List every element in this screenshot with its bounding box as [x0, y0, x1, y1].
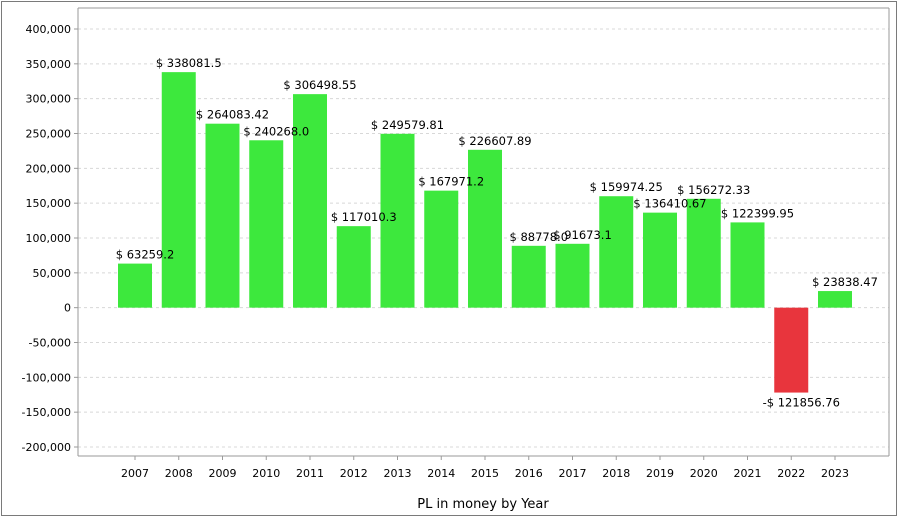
data-label: $ 91673.1: [553, 228, 612, 242]
x-tick-label: 2012: [340, 467, 368, 480]
bar: [818, 291, 852, 308]
x-tick-label: 2014: [427, 467, 455, 480]
bar: [161, 72, 196, 308]
bar: [643, 212, 677, 308]
x-tick-label: 2019: [646, 467, 674, 480]
y-tick-label: 300,000: [26, 93, 72, 106]
x-tick-label: 2022: [777, 467, 805, 480]
y-tick-label: 400,000: [26, 23, 72, 36]
y-tick-label: -100,000: [22, 371, 71, 384]
y-tick-label: 350,000: [26, 58, 72, 71]
data-label: $ 88778.0: [509, 230, 568, 244]
y-tick-label: 50,000: [33, 267, 72, 280]
bar: [468, 149, 502, 308]
y-tick-labels: 400,000 350,000 300,000 250,000 200,000 150,0…: [22, 23, 78, 454]
bar: [380, 133, 415, 308]
x-tick-label: 2023: [821, 467, 849, 480]
y-tick-label: -50,000: [29, 337, 71, 350]
y-tick-label: -150,000: [22, 406, 71, 419]
data-label: $ 63259.2: [116, 248, 175, 262]
y-tick-label: 200,000: [26, 162, 72, 175]
data-label: $ 306498.55: [283, 78, 356, 92]
data-labels: $ 63259.2 $ 338081.5 $ 264083.42 $ 240268.0…: [116, 56, 878, 409]
x-tick-label: 2015: [471, 467, 499, 480]
bar: [599, 196, 634, 308]
data-label: $ 167971.2: [418, 175, 484, 189]
data-label: $ 264083.42: [196, 108, 269, 122]
x-tick-label: 2007: [121, 467, 149, 480]
data-label: $ 136410.67: [633, 197, 706, 211]
data-label: $ 240268.0: [243, 124, 309, 138]
x-tick-label: 2009: [209, 467, 237, 480]
data-label: $ 338081.5: [156, 56, 222, 70]
bar: [205, 123, 240, 308]
y-tick-label: -200,000: [22, 441, 71, 454]
x-tick-label: 2011: [296, 467, 324, 480]
x-tick-label: 2010: [252, 467, 280, 480]
data-label: $ 117010.3: [331, 210, 397, 224]
y-tick-label: 100,000: [26, 232, 72, 245]
bar: [686, 198, 721, 308]
bar: [293, 94, 327, 308]
bar: [774, 307, 809, 393]
bar: [424, 190, 459, 308]
data-label: $ 122399.95: [721, 206, 794, 220]
bar: [249, 140, 284, 308]
x-tick-label: 2017: [559, 467, 587, 480]
axes: [77, 7, 890, 457]
bar: [511, 245, 546, 308]
bar: [118, 263, 152, 308]
data-label: -$ 121856.76: [763, 396, 840, 410]
x-tick-label: 2016: [515, 467, 543, 480]
bar: [555, 243, 590, 308]
x-tick-labels: 2007 2008 2009 2010 2011 2012 2013 2014 2015 2016…: [121, 456, 849, 480]
data-label: $ 226607.89: [458, 134, 531, 148]
x-tick-label: 2020: [690, 467, 718, 480]
data-label: $ 159974.25: [590, 180, 663, 194]
data-label: $ 249579.81: [371, 118, 444, 132]
bars: [118, 72, 852, 393]
y-tick-label: 0: [64, 302, 71, 315]
y-tick-label: 150,000: [26, 197, 72, 210]
bar: [336, 226, 371, 308]
bar: [730, 222, 765, 308]
x-tick-label: 2008: [165, 467, 193, 480]
y-tick-label: 250,000: [26, 128, 72, 141]
x-tick-label: 2013: [384, 467, 412, 480]
x-tick-label: 2018: [602, 467, 630, 480]
data-label: $ 23838.47: [812, 275, 878, 289]
data-label: $ 156272.33: [677, 183, 750, 197]
x-tick-label: 2021: [734, 467, 762, 480]
x-axis-title: PL in money by Year: [417, 497, 549, 512]
